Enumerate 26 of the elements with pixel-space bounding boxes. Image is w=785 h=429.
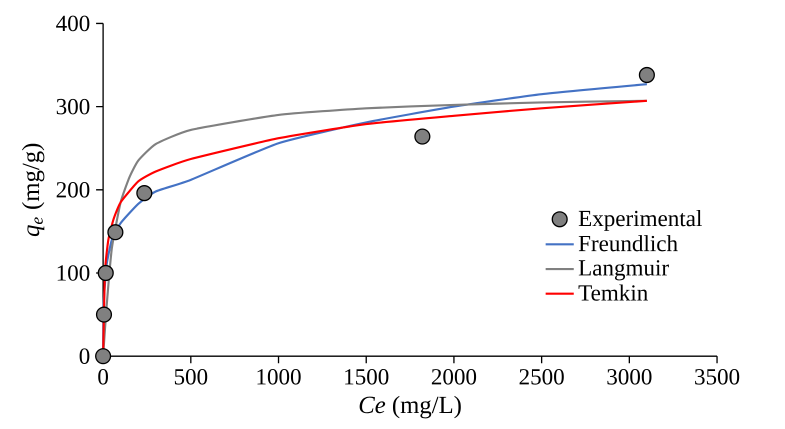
point [136,185,152,202]
y-tick-label: 100 [58,265,90,281]
legend-label: Freundlich [578,235,678,252]
x-tick-label: 2000 [432,369,476,385]
x-tick-label: 1000 [257,369,301,385]
point [414,128,430,145]
legend-label: Temkin [578,284,648,301]
x-tick-label: 0 [98,369,108,385]
point [98,265,114,282]
text: q$_{e}$ (mg/g) [22,144,44,236]
y-tick-label: 400 [56,16,90,32]
x-tick-label: 2500 [520,369,564,385]
legend-label: Experimental [578,210,702,232]
point [95,348,112,364]
x-tick-label: 500 [174,369,208,385]
y-tick-label: 300 [56,98,90,114]
x-axis-title: Ce (mg/L) [360,396,461,418]
x-tick-label: 3000 [607,369,652,385]
point [638,67,655,84]
point [96,306,112,323]
legend-label: Langmuir [578,260,669,280]
x-tick-label: 3500 [695,369,740,385]
y-tick-label: 0 [80,348,90,364]
point [107,224,124,240]
x-tick-label: 1500 [345,369,388,385]
y-tick-label: 200 [56,182,90,198]
